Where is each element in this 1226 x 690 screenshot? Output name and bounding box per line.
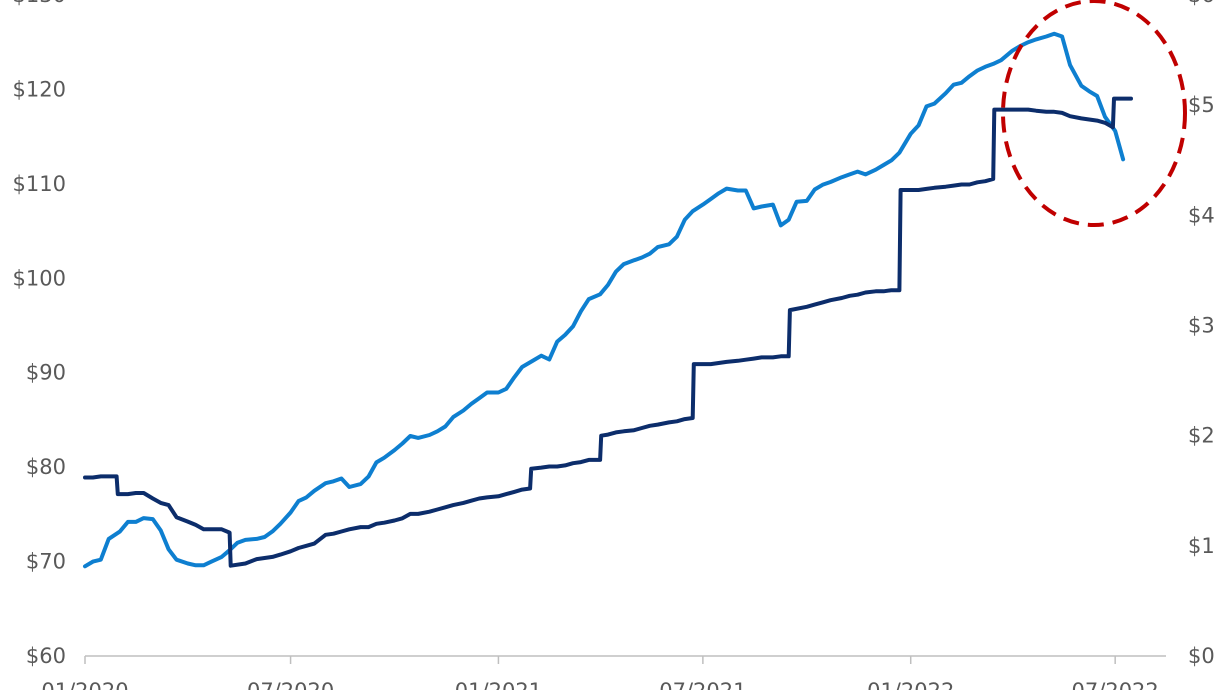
left-axis-tick-label: $70 (26, 550, 66, 574)
highlight-circle (1001, 0, 1187, 227)
left-axis-tick-label: $110 (13, 172, 66, 196)
series-line-light-blue (83, 31, 1126, 569)
x-axis-tick-label: 01/2020 (41, 679, 128, 690)
x-axis-ticks: 01/2020 07/2020 01/2021 07/2021 01/2022 07/20… (41, 656, 1159, 690)
left-axis-tick-label: $60 (26, 644, 66, 668)
x-axis-tick-label: 07/2022 (1072, 679, 1159, 690)
right-axis-tick-label: $4 (1188, 203, 1215, 227)
left-axis-tick-label: $120 (13, 77, 66, 101)
left-axis-tick-label: $80 (26, 455, 66, 479)
right-axis-tick-label: $0 (1188, 644, 1215, 668)
series-layer (83, 31, 1133, 569)
left-axis-tick-label: $130 (13, 0, 66, 7)
right-axis-tick-label: $6 (1188, 0, 1215, 7)
x-axis-tick-label: 01/2021 (455, 679, 542, 690)
right-axis-tick-label: $5 (1188, 93, 1215, 117)
left-axis-tick-label: $90 (26, 361, 66, 385)
right-axis-tick-label: $2 (1188, 424, 1215, 448)
series-line-dark-blue (83, 96, 1133, 568)
x-axis-tick-label: 01/2022 (867, 679, 954, 690)
right-axis-tick-label: $1 (1188, 534, 1215, 558)
right-axis-ticks: $0 $1 $2 $3 $4 $5 $6 (1188, 0, 1215, 668)
left-axis-ticks: $60 $70 $80 $90 $100 $110 $120 $130 (13, 0, 66, 668)
x-axis-tick-label: 07/2020 (247, 679, 334, 690)
right-axis-tick-label: $3 (1188, 314, 1215, 338)
x-axis-tick-label: 07/2021 (659, 679, 746, 690)
left-axis-tick-label: $100 (13, 266, 66, 290)
